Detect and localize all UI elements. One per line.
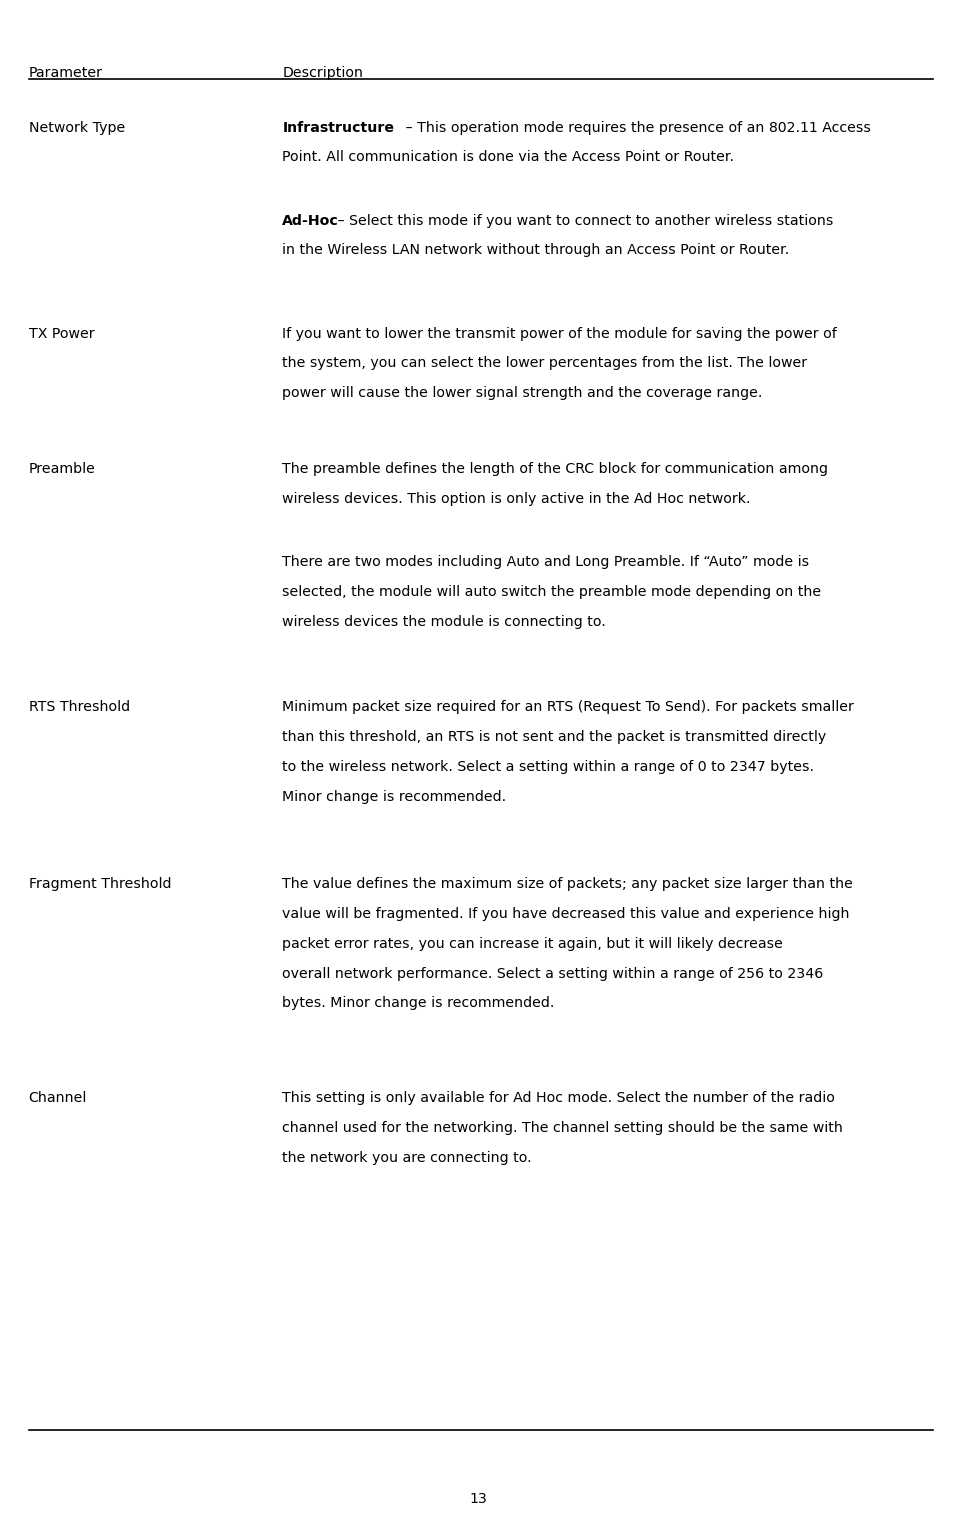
Text: Parameter: Parameter <box>29 66 102 79</box>
Text: If you want to lower the transmit power of the module for saving the power of: If you want to lower the transmit power … <box>282 327 837 340</box>
Text: the system, you can select the lower percentages from the list. The lower: the system, you can select the lower per… <box>282 356 808 371</box>
Text: the network you are connecting to.: the network you are connecting to. <box>282 1151 532 1164</box>
Text: The value defines the maximum size of packets; any packet size larger than the: The value defines the maximum size of pa… <box>282 877 854 891</box>
Text: Minor change is recommended.: Minor change is recommended. <box>282 790 506 804</box>
Text: packet error rates, you can increase it again, but it will likely decrease: packet error rates, you can increase it … <box>282 937 783 951</box>
Text: There are two modes including Auto and Long Preamble. If “Auto” mode is: There are two modes including Auto and L… <box>282 555 810 569</box>
Text: This setting is only available for Ad Hoc mode. Select the number of the radio: This setting is only available for Ad Ho… <box>282 1091 835 1105</box>
Text: channel used for the networking. The channel setting should be the same with: channel used for the networking. The cha… <box>282 1120 843 1135</box>
Text: than this threshold, an RTS is not sent and the packet is transmitted directly: than this threshold, an RTS is not sent … <box>282 729 827 745</box>
Text: Description: Description <box>282 66 364 79</box>
Text: 13: 13 <box>470 1492 487 1506</box>
Text: Network Type: Network Type <box>29 121 125 134</box>
Text: Ad-Hoc: Ad-Hoc <box>282 214 339 227</box>
Text: to the wireless network. Select a setting within a range of 0 to 2347 bytes.: to the wireless network. Select a settin… <box>282 760 814 774</box>
Text: power will cause the lower signal strength and the coverage range.: power will cause the lower signal streng… <box>282 386 763 400</box>
Text: RTS Threshold: RTS Threshold <box>29 700 130 714</box>
Text: Channel: Channel <box>29 1091 87 1105</box>
Text: Infrastructure: Infrastructure <box>282 121 394 134</box>
Text: Fragment Threshold: Fragment Threshold <box>29 877 171 891</box>
Text: Preamble: Preamble <box>29 462 96 476</box>
Text: selected, the module will auto switch the preamble mode depending on the: selected, the module will auto switch th… <box>282 584 821 600</box>
Text: TX Power: TX Power <box>29 327 95 340</box>
Text: overall network performance. Select a setting within a range of 256 to 2346: overall network performance. Select a se… <box>282 967 824 981</box>
Text: wireless devices. This option is only active in the Ad Hoc network.: wireless devices. This option is only ac… <box>282 491 751 507</box>
Text: wireless devices the module is connecting to.: wireless devices the module is connectin… <box>282 615 606 629</box>
Text: – Select this mode if you want to connect to another wireless stations: – Select this mode if you want to connec… <box>333 214 834 227</box>
Text: Minimum packet size required for an RTS (Request To Send). For packets smaller: Minimum packet size required for an RTS … <box>282 700 855 714</box>
Text: in the Wireless LAN network without through an Access Point or Router.: in the Wireless LAN network without thro… <box>282 243 790 258</box>
Text: – This operation mode requires the presence of an 802.11 Access: – This operation mode requires the prese… <box>401 121 871 134</box>
Text: Point. All communication is done via the Access Point or Router.: Point. All communication is done via the… <box>282 150 734 165</box>
Text: bytes. Minor change is recommended.: bytes. Minor change is recommended. <box>282 996 555 1010</box>
Text: value will be fragmented. If you have decreased this value and experience high: value will be fragmented. If you have de… <box>282 906 850 922</box>
Text: The preamble defines the length of the CRC block for communication among: The preamble defines the length of the C… <box>282 462 829 476</box>
